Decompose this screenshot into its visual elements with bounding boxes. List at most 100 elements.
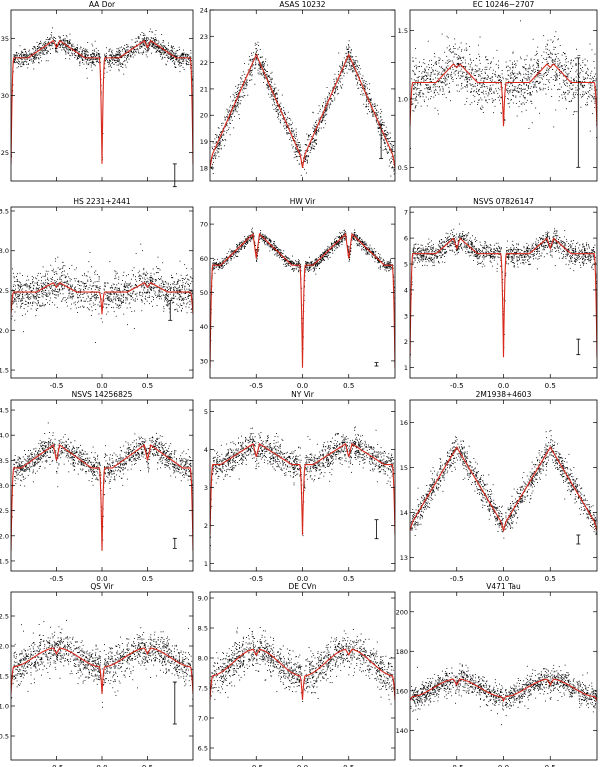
data-point bbox=[177, 50, 179, 51]
data-point bbox=[264, 69, 266, 71]
data-point bbox=[274, 95, 276, 97]
error-bar bbox=[172, 163, 177, 188]
data-point bbox=[25, 54, 27, 56]
data-point bbox=[525, 102, 527, 103]
data-point bbox=[499, 79, 501, 81]
data-point bbox=[456, 78, 457, 79]
data-point bbox=[334, 97, 336, 99]
data-point bbox=[548, 79, 550, 81]
data-point bbox=[126, 59, 127, 61]
data-point bbox=[335, 88, 336, 90]
data-point bbox=[189, 64, 191, 65]
data-point bbox=[350, 65, 352, 67]
data-point bbox=[165, 51, 166, 53]
data-point bbox=[482, 77, 484, 79]
data-point bbox=[306, 139, 308, 141]
data-point bbox=[362, 93, 364, 95]
data-point bbox=[20, 299, 22, 301]
data-point bbox=[547, 71, 549, 73]
data-point bbox=[274, 88, 275, 90]
data-point bbox=[514, 75, 515, 77]
data-point bbox=[174, 61, 176, 63]
data-point bbox=[445, 78, 447, 79]
data-point bbox=[497, 76, 498, 78]
data-point bbox=[353, 63, 354, 65]
data-point bbox=[369, 83, 371, 85]
data-point bbox=[358, 65, 360, 66]
data-point bbox=[244, 94, 246, 96]
data-point bbox=[333, 95, 334, 97]
data-point bbox=[369, 93, 371, 95]
data-point bbox=[229, 134, 231, 136]
data-point bbox=[35, 56, 37, 58]
data-point bbox=[48, 39, 50, 41]
data-point bbox=[166, 301, 168, 303]
data-point bbox=[160, 289, 162, 291]
data-point bbox=[124, 283, 126, 285]
data-point bbox=[229, 115, 231, 117]
data-point bbox=[213, 155, 214, 157]
data-point bbox=[263, 76, 265, 78]
data-point bbox=[541, 55, 543, 57]
data-point bbox=[144, 303, 145, 305]
data-point bbox=[529, 64, 530, 66]
data-point bbox=[381, 134, 383, 136]
data-point bbox=[115, 58, 117, 59]
data-point bbox=[74, 47, 76, 49]
data-point bbox=[480, 71, 482, 72]
data-point bbox=[254, 83, 256, 85]
data-point bbox=[531, 94, 532, 96]
data-point bbox=[43, 52, 45, 54]
data-point bbox=[141, 32, 143, 33]
data-point bbox=[437, 109, 439, 111]
data-point bbox=[483, 80, 485, 82]
data-point bbox=[321, 120, 323, 122]
data-point bbox=[466, 81, 468, 83]
data-point bbox=[109, 300, 110, 302]
data-point bbox=[391, 161, 392, 162]
data-point bbox=[49, 37, 51, 39]
data-point bbox=[71, 45, 73, 47]
data-point bbox=[385, 126, 387, 128]
data-point bbox=[30, 290, 32, 292]
data-point bbox=[412, 60, 414, 62]
data-point bbox=[463, 66, 465, 67]
data-point bbox=[175, 56, 177, 58]
data-point bbox=[387, 138, 388, 139]
data-point bbox=[374, 103, 375, 105]
data-point bbox=[349, 63, 350, 64]
data-point bbox=[485, 99, 487, 101]
data-point bbox=[71, 52, 73, 54]
data-point bbox=[227, 109, 229, 111]
data-point bbox=[506, 89, 508, 91]
data-point bbox=[216, 141, 217, 143]
data-point bbox=[429, 60, 430, 62]
data-point bbox=[92, 52, 94, 54]
data-point bbox=[135, 41, 137, 43]
data-point bbox=[81, 56, 83, 57]
data-point bbox=[502, 87, 503, 89]
data-point bbox=[325, 110, 327, 111]
data-point bbox=[120, 293, 122, 295]
data-point bbox=[35, 277, 36, 279]
data-point bbox=[513, 89, 515, 91]
data-point bbox=[96, 59, 98, 61]
data-point bbox=[512, 66, 513, 68]
data-point bbox=[529, 79, 531, 81]
data-point bbox=[245, 81, 247, 83]
data-point bbox=[153, 47, 155, 48]
data-point bbox=[594, 100, 596, 102]
data-point bbox=[108, 62, 110, 64]
data-point bbox=[441, 33, 443, 35]
data-point bbox=[50, 264, 52, 266]
data-point bbox=[114, 55, 116, 57]
data-point bbox=[87, 301, 89, 303]
data-point bbox=[295, 150, 297, 152]
data-point bbox=[270, 91, 272, 93]
data-point bbox=[433, 92, 435, 94]
data-point bbox=[146, 38, 148, 40]
data-point bbox=[437, 74, 438, 76]
data-point bbox=[273, 87, 275, 89]
data-point bbox=[132, 52, 134, 54]
data-point bbox=[88, 60, 90, 61]
